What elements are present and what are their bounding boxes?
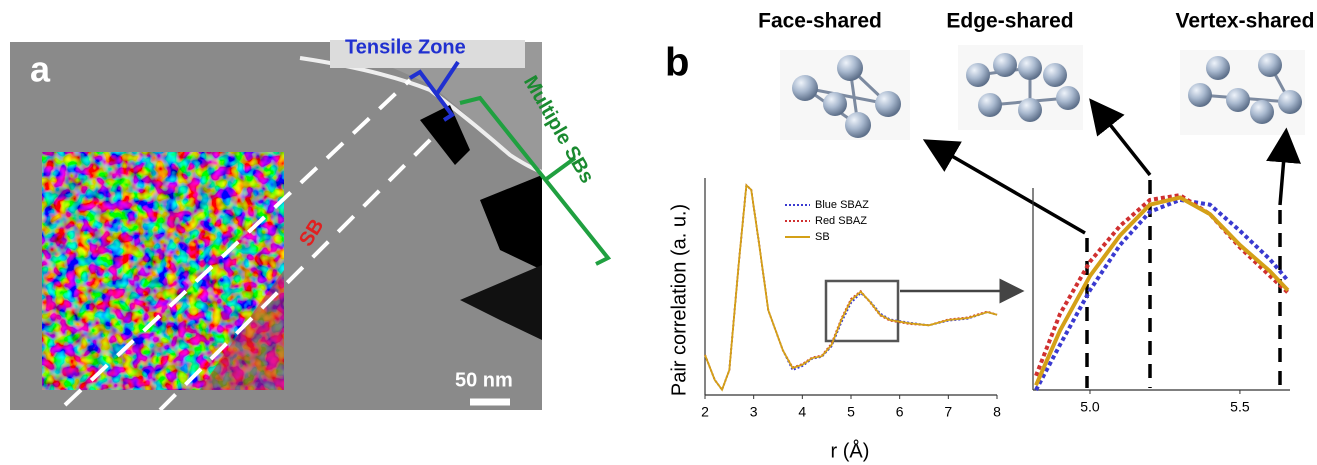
x-tick-label: 5.0 [1080, 399, 1100, 415]
x-tick-label: 7 [944, 404, 952, 420]
line-series [704, 183, 998, 392]
legend-label: Blue SBAZ [815, 199, 869, 211]
x-tick-label: 6 [896, 404, 904, 420]
scale-bar-label: 50 nm [455, 369, 513, 391]
x-tick-label: 5.5 [1230, 399, 1250, 415]
line-series [1034, 193, 1290, 377]
micrograph [10, 40, 612, 412]
annotation: Tensile Zone [345, 36, 466, 58]
zoom-box [824, 279, 900, 343]
legend-label: SB [815, 231, 830, 243]
guide-lines [1085, 180, 1282, 388]
x-tick-label: 5 [847, 404, 855, 420]
x-tick-label: 3 [750, 404, 758, 420]
panel-label: b [665, 41, 689, 85]
panel-label: a [30, 49, 51, 90]
structure-label: Edge-shared [946, 10, 1073, 33]
structure-label: Vertex-shared [1176, 10, 1315, 33]
clusters [780, 45, 1305, 140]
arrows [900, 98, 1301, 304]
legend-label: Red SBAZ [815, 215, 867, 227]
x-axis-label: r (Å) [831, 439, 870, 462]
y-axis-label: Pair correlation (a. u.) [668, 204, 690, 396]
color-map [42, 152, 284, 390]
x-tick-label: 4 [798, 404, 806, 420]
x-tick-label: 8 [993, 404, 1001, 420]
structure-label: Face-shared [758, 10, 882, 33]
x-tick-label: 2 [701, 404, 709, 420]
line-series [1034, 195, 1290, 387]
